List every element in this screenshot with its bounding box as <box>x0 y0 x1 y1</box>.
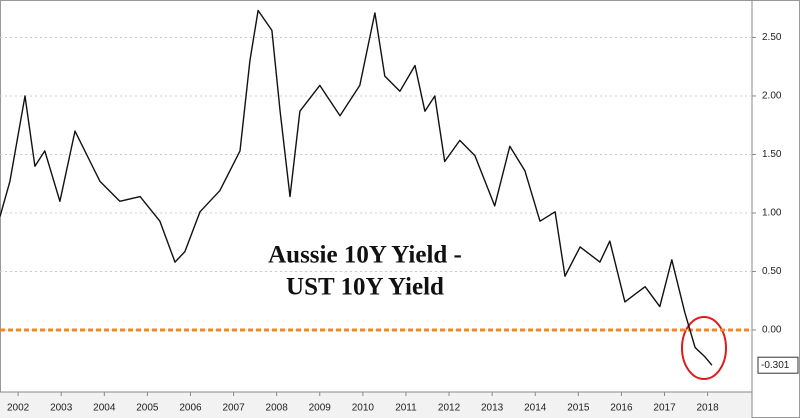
y-tick-label: 1.00 <box>762 208 782 219</box>
x-tick-label: 2016 <box>610 403 633 414</box>
x-tick-label: 2004 <box>93 403 116 414</box>
y-tick-label: 2.00 <box>762 91 782 102</box>
y-tick-label: 0.00 <box>762 325 782 336</box>
last-value-label: -0.301 <box>761 360 790 371</box>
x-tick-label: 2002 <box>7 403 30 414</box>
last-value-box <box>757 356 799 374</box>
y-tick-label: 0.50 <box>762 266 782 277</box>
y-tick-label: 2.50 <box>762 32 782 43</box>
x-tick-label: 2011 <box>395 403 417 414</box>
x-tick-label: 2005 <box>136 403 159 414</box>
annotation: Aussie 10Y Yield - <box>268 242 462 269</box>
x-tick-label: 2007 <box>222 403 245 414</box>
x-tick-label: 2014 <box>524 403 547 414</box>
highlight-circle <box>681 316 727 380</box>
x-tick-label: 2013 <box>481 403 504 414</box>
x-tick-label: 2003 <box>50 403 73 414</box>
y-tick-label: 1.50 <box>762 149 782 160</box>
x-tick-label: 2009 <box>309 403 332 414</box>
annotation: UST 10Y Yield <box>286 274 444 301</box>
x-tick-label: 2010 <box>352 403 375 414</box>
x-tick-label: 2008 <box>266 403 289 414</box>
x-axis-band <box>0 392 752 418</box>
line <box>0 9 713 366</box>
x-tick-label: 2017 <box>653 403 676 414</box>
x-tick-label: 2018 <box>696 403 719 414</box>
x-tick-label: 2015 <box>567 403 590 414</box>
x-tick-label: 2012 <box>438 403 461 414</box>
x-tick-label: 2006 <box>179 403 202 414</box>
